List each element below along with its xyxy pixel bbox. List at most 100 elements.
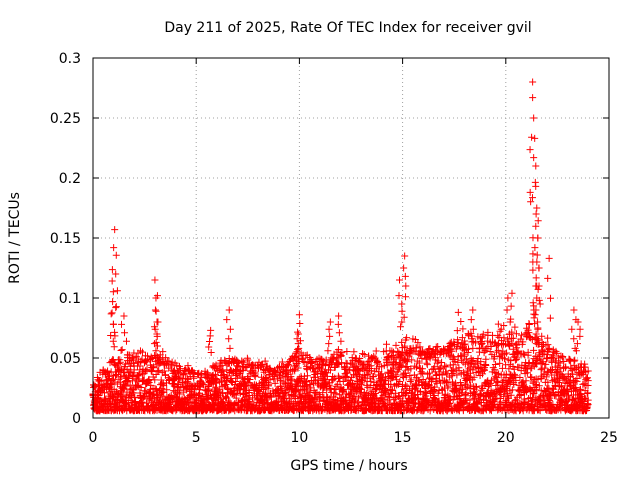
data-point [333, 361, 341, 369]
data-point [335, 329, 343, 337]
data-point [343, 347, 351, 355]
data-point [529, 78, 537, 86]
x-tick-label: 20 [497, 430, 515, 446]
data-point [206, 337, 214, 345]
data-point [531, 244, 539, 252]
data-point [206, 332, 214, 340]
data-point [529, 266, 537, 274]
data-point [352, 372, 360, 380]
data-point [438, 358, 446, 366]
data-point [570, 306, 578, 314]
data-point [112, 303, 120, 311]
data-point [163, 386, 171, 394]
data-point [304, 392, 312, 400]
data-point [529, 250, 537, 258]
y-axis-label: ROTI / TECUs [7, 192, 23, 284]
data-point [303, 362, 311, 370]
data-point [109, 288, 117, 296]
data-point [245, 388, 253, 396]
data-point [222, 393, 230, 401]
data-point [342, 372, 350, 380]
data-point [245, 379, 253, 387]
data-point [400, 264, 408, 272]
data-point [467, 316, 475, 324]
data-point [216, 363, 224, 371]
data-point [333, 355, 341, 363]
data-point [545, 254, 553, 262]
data-point [544, 274, 552, 282]
data-point [145, 379, 153, 387]
data-point [251, 373, 259, 381]
data-point [346, 402, 354, 410]
x-tick-label: 25 [600, 430, 618, 446]
data-point [109, 320, 117, 328]
data-point [532, 162, 540, 170]
data-point [271, 379, 279, 387]
data-point [240, 362, 248, 370]
data-point [327, 360, 335, 368]
data-point [360, 351, 368, 359]
data-point [469, 306, 477, 314]
data-point [104, 367, 112, 375]
data-point [402, 282, 410, 290]
data-point [121, 404, 129, 412]
data-point [130, 389, 138, 397]
data-point [293, 335, 301, 343]
data-point [534, 318, 542, 326]
data-point [112, 304, 120, 312]
data-point [213, 375, 221, 383]
x-tick-label: 0 [89, 430, 98, 446]
data-point [240, 397, 248, 405]
data-point [152, 347, 160, 355]
x-tick-label: 15 [394, 430, 412, 446]
x-tick-label: 5 [192, 430, 201, 446]
data-point [198, 380, 206, 388]
data-point [335, 312, 343, 320]
data-point [110, 343, 118, 351]
data-point [530, 114, 538, 122]
data-point [397, 323, 405, 331]
data-point [226, 325, 234, 333]
y-tick-label: 0.05 [50, 351, 81, 367]
data-point [576, 332, 584, 340]
data-point [244, 356, 252, 364]
data-points [89, 78, 592, 415]
data-point [392, 341, 400, 349]
data-point [498, 341, 506, 349]
data-point [218, 361, 226, 369]
data-point [301, 404, 309, 412]
x-axis-label: GPS time / hours [290, 458, 407, 474]
data-point [128, 385, 136, 393]
data-point [306, 380, 314, 388]
data-point [326, 332, 334, 340]
data-point [98, 377, 106, 385]
data-point [226, 398, 234, 406]
data-point [329, 375, 337, 383]
data-point [91, 383, 99, 391]
y-tick-label: 0.25 [50, 111, 81, 127]
data-point [454, 308, 462, 316]
data-point [326, 366, 334, 374]
data-point [113, 287, 121, 295]
data-point [532, 182, 540, 190]
data-point [147, 353, 155, 361]
data-point [160, 367, 168, 375]
data-point [581, 363, 589, 371]
data-point [528, 133, 536, 141]
data-point [223, 394, 231, 402]
data-point [136, 362, 144, 370]
data-point [570, 335, 578, 343]
data-point [337, 351, 345, 359]
data-point [223, 316, 231, 324]
data-point [156, 359, 164, 367]
data-point [301, 359, 309, 367]
data-point [205, 387, 213, 395]
data-point [321, 362, 329, 370]
data-point [191, 390, 199, 398]
data-point [232, 394, 240, 402]
data-point [507, 302, 515, 310]
data-point [159, 348, 167, 356]
data-point [230, 390, 238, 398]
data-point [152, 371, 160, 379]
